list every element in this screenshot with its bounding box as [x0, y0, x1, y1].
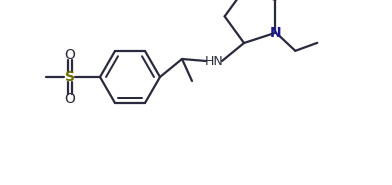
Text: N: N: [269, 26, 281, 40]
Text: O: O: [65, 92, 75, 106]
Text: S: S: [65, 70, 75, 84]
Text: O: O: [65, 48, 75, 62]
Text: HN: HN: [205, 55, 223, 68]
